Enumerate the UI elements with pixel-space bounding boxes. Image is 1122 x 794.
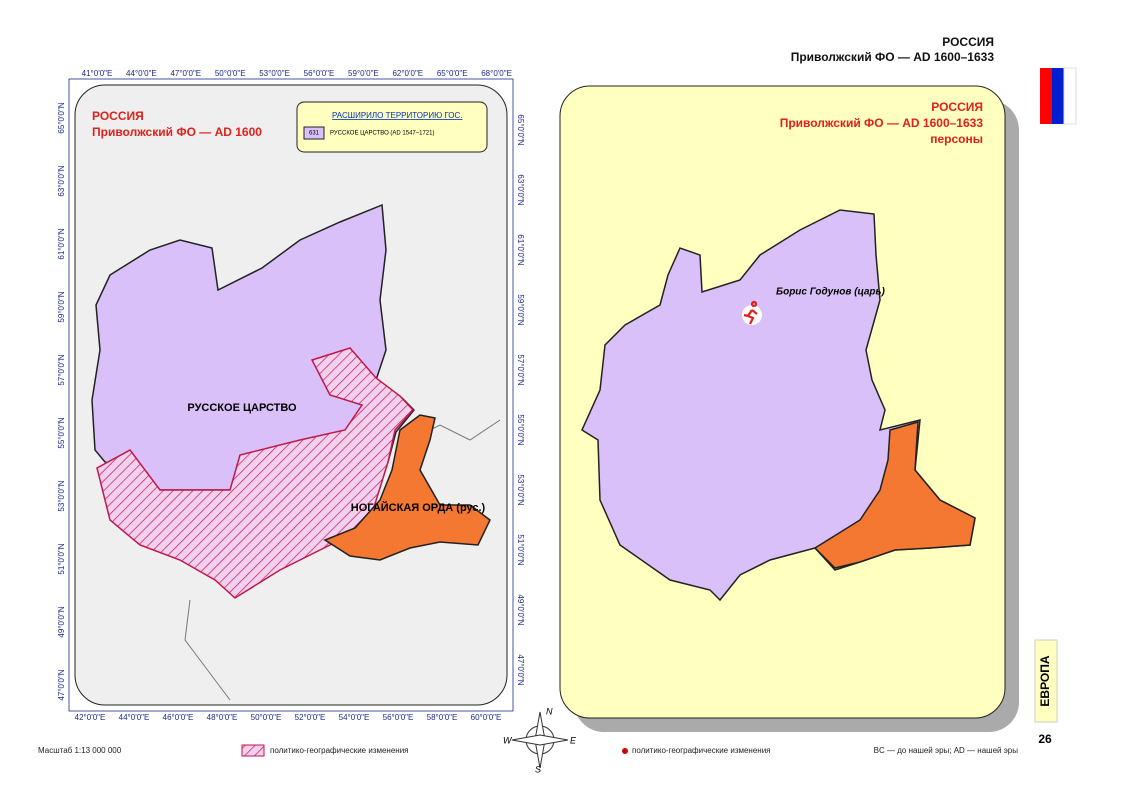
header-title: РОССИЯ <box>942 35 994 49</box>
left-map-title: РОССИЯ <box>92 109 144 123</box>
tick-label: 50°0'0"E <box>251 713 282 722</box>
tick-label: 56°0'0"E <box>304 69 335 78</box>
section-tab <box>1034 639 1058 723</box>
expanded-territory <box>96 347 415 599</box>
legend-swatch <box>303 126 325 140</box>
left-map-subtitle: Приволжский ФО — AD 1600 <box>92 125 262 139</box>
tick-label: 59°0'0"E <box>348 69 379 78</box>
tick-label: 68°0'0"E <box>481 69 512 78</box>
right-map-subtitle: Приволжский ФО — AD 1600–1633 <box>780 116 984 130</box>
tick-label: 59°0'0"N <box>57 291 66 322</box>
tick-label: 61°0'0"N <box>57 228 66 259</box>
tick-label: 49°0'0"N <box>57 606 66 637</box>
tick-label: 59°0'0"N <box>516 294 525 325</box>
right-map-note: персоны <box>930 132 983 146</box>
compass-e: E <box>570 735 577 745</box>
person-label: Борис Годунов (царь) <box>776 287 885 298</box>
tick-label: 49°0'0"N <box>516 594 525 625</box>
tick-label: 63°0'0"N <box>516 174 525 205</box>
tick-label: 61°0'0"N <box>516 234 525 265</box>
tick-label: 53°0'0"N <box>516 474 525 505</box>
tick-label: 47°0'0"N <box>516 654 525 685</box>
legend-dot <box>622 748 628 754</box>
left-map-border <box>68 78 514 712</box>
person-icon[interactable] <box>742 305 762 325</box>
tick-label: 65°0'0"E <box>437 69 468 78</box>
tick-label: 46°0'0"E <box>163 713 194 722</box>
compass-w: W <box>503 735 513 745</box>
tick-label: 63°0'0"N <box>57 165 66 196</box>
region <box>813 420 976 569</box>
tick-label: 54°0'0"E <box>339 713 370 722</box>
tick-label: 47°0'0"N <box>57 669 66 700</box>
tick-label: 53°0'0"N <box>57 480 66 511</box>
legend-swatch <box>241 744 265 757</box>
tick-label: 65°0'0"N <box>516 114 525 145</box>
footer-legend: политико-географические изменения <box>632 746 771 755</box>
tick-label: 55°0'0"N <box>516 414 525 445</box>
compass-s: S <box>535 764 541 774</box>
tick-label: 44°0'0"E <box>119 713 150 722</box>
tick-labels: 41°0'0"E 44°0'0"E 47°0'0"E 50°0'0"E 53°0'0"E… <box>57 69 525 722</box>
tick-label: 53°0'0"E <box>259 69 290 78</box>
tick-label: 44°0'0"E <box>126 69 157 78</box>
border-line <box>184 599 231 701</box>
page-number: 26 <box>1038 732 1052 746</box>
scale: Масштаб 1:13 000 000 <box>38 746 122 755</box>
tick-label: 52°0'0"E <box>295 713 326 722</box>
compass <box>511 711 569 769</box>
era-note: BC — до нашей эры; AD — нашей эры <box>874 746 1019 755</box>
tick-label: 58°0'0"E <box>427 713 458 722</box>
tick-label: 55°0'0"N <box>57 417 66 448</box>
flag <box>1040 67 1077 125</box>
tick-label: 50°0'0"E <box>215 69 246 78</box>
footer-legend: политико-географические изменения <box>270 746 409 755</box>
tick-label: 57°0'0"N <box>516 354 525 385</box>
legend-item: РУССКОЕ ЦАРСТВО (AD 1547–1721) <box>330 131 434 137</box>
tick-label: 51°0'0"N <box>57 543 66 574</box>
compass-n: N <box>546 706 553 716</box>
header-subtitle: Приволжский ФО — AD 1600–1633 <box>791 50 995 64</box>
region-label: НОГАЙСКАЯ ОРДА (рус.) <box>351 501 486 514</box>
tick-label: 48°0'0"E <box>207 713 238 722</box>
tick-label: 57°0'0"N <box>57 354 66 385</box>
right-map-title: РОССИЯ <box>931 100 983 114</box>
tick-label: 42°0'0"E <box>75 713 106 722</box>
person-icon <box>743 300 758 325</box>
tick-label: 62°0'0"E <box>392 69 423 78</box>
tick-label: 56°0'0"E <box>383 713 414 722</box>
legend-code: 631 <box>309 131 320 137</box>
tick-label: 47°0'0"E <box>170 69 201 78</box>
legend-heading[interactable]: РАСШИРИЛО ТЕРРИТОРИЮ ГОС. <box>332 111 463 120</box>
tick-label: 51°0'0"N <box>516 534 525 565</box>
tick-label: 65°0'0"N <box>57 102 66 133</box>
region-label: РУССКОЕ ЦАРСТВО <box>187 402 297 414</box>
legend-box <box>296 101 488 153</box>
section: ЕВРОПА <box>1038 655 1052 706</box>
tick-label: 60°0'0"E <box>471 713 502 722</box>
nogai-horde <box>323 414 491 561</box>
tick-label: 41°0'0"E <box>82 69 113 78</box>
